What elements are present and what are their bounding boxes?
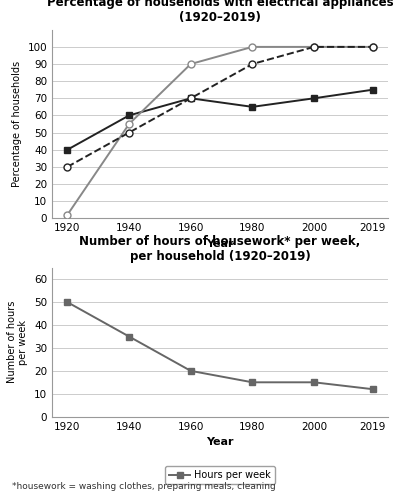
X-axis label: Year: Year: [206, 239, 234, 248]
Y-axis label: Number of hours
per week: Number of hours per week: [7, 301, 28, 383]
Title: Percentage of households with electrical appliances
(1920–2019): Percentage of households with electrical…: [47, 0, 393, 24]
Y-axis label: Percentage of households: Percentage of households: [12, 61, 22, 187]
Title: Number of hours of housework* per week,
per household (1920–2019): Number of hours of housework* per week, …: [79, 235, 361, 262]
Text: *housework = washing clothes, preparing meals, cleaning: *housework = washing clothes, preparing …: [12, 482, 276, 491]
X-axis label: Year: Year: [206, 437, 234, 447]
Legend: Hours per week: Hours per week: [165, 466, 275, 484]
Legend: Washing machine, Refrigerator, Vacuum cleaner: Washing machine, Refrigerator, Vacuum cl…: [58, 276, 382, 294]
